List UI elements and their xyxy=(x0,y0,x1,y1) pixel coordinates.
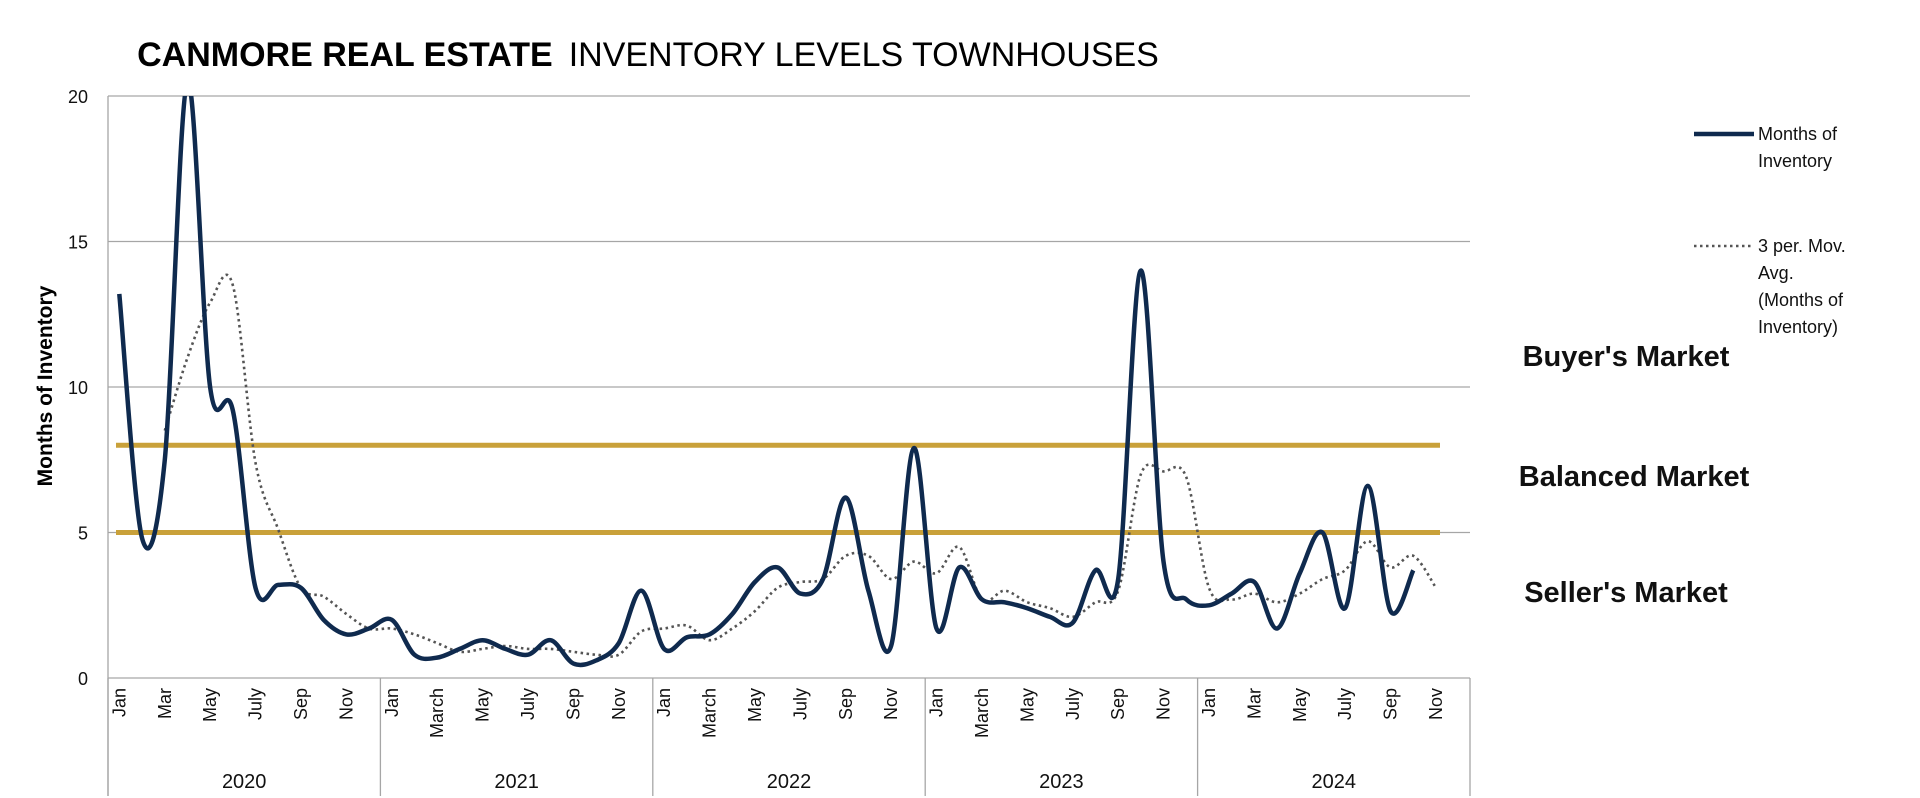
x-tick-label: July xyxy=(1063,688,1083,720)
legend-label: Inventory xyxy=(1758,151,1832,171)
x-tick-label: July xyxy=(518,688,538,720)
x-tick-label: Sep xyxy=(836,688,856,720)
y-tick-label: 15 xyxy=(68,233,88,253)
x-tick-label: May xyxy=(1017,688,1037,722)
x-tick-label: July xyxy=(790,688,810,720)
year-label: 2024 xyxy=(1312,771,1357,793)
y-tick-label: 0 xyxy=(78,669,88,689)
x-tick-label: March xyxy=(700,688,720,738)
x-tick-label: Sep xyxy=(1381,688,1401,720)
zone-label: Balanced Market xyxy=(1519,461,1750,493)
y-tick-label: 20 xyxy=(68,87,88,107)
x-tick-label: May xyxy=(1290,688,1310,722)
legend-label: (Months of xyxy=(1758,290,1844,310)
x-tick-label: March xyxy=(427,688,447,738)
x-tick-label: March xyxy=(972,688,992,738)
legend-label: Avg. xyxy=(1758,263,1794,283)
x-tick-label: Nov xyxy=(1426,688,1446,720)
x-tick-label: Nov xyxy=(1154,688,1174,720)
market-zones: Buyer's Market Balanced Market Seller's Ma… xyxy=(1519,341,1750,609)
x-axis: Jan Mar May July Sep Nov Jan March May July Sep Nov… xyxy=(107,96,1471,796)
x-tick-label: July xyxy=(246,688,266,720)
x-tick-label: Jan xyxy=(927,688,947,717)
x-tick-label: Sep xyxy=(563,688,583,720)
chart-title-rest: INVENTORY LEVELS TOWNHOUSES xyxy=(569,36,1159,74)
x-tick-label: Jan xyxy=(382,688,402,717)
x-tick-label: Jan xyxy=(109,688,129,717)
x-tick-label: Sep xyxy=(1108,688,1128,720)
x-tick-label: Nov xyxy=(881,688,901,720)
x-tick-label: July xyxy=(1335,688,1355,720)
series-moving-average-line xyxy=(163,273,1438,658)
year-label: 2022 xyxy=(767,771,812,793)
year-label: 2020 xyxy=(222,771,267,793)
chart-title-bold: CANMORE REAL ESTATE xyxy=(137,36,553,74)
x-tick-label: Mar xyxy=(155,688,175,719)
y-axis-label: Months of Inventory xyxy=(34,285,57,486)
legend-label: 3 per. Mov. xyxy=(1758,236,1846,256)
x-tick-label: May xyxy=(473,688,493,722)
legend-label: Inventory) xyxy=(1758,317,1838,337)
x-tick-label: Nov xyxy=(336,688,356,720)
legend-label: Months of xyxy=(1758,124,1838,144)
y-tick-label: 10 xyxy=(68,378,88,398)
x-tick-label: Jan xyxy=(1199,688,1219,717)
zone-label: Buyer's Market xyxy=(1523,341,1730,373)
chart-title: CANMORE REAL ESTATE INVENTORY LEVELS TOWN… xyxy=(137,36,1159,74)
year-label: 2023 xyxy=(1039,771,1084,793)
series-group xyxy=(117,96,1438,668)
legend: Months of Inventory 3 per. Mov. Avg. (Months… xyxy=(1694,124,1846,337)
x-tick-label: Sep xyxy=(291,688,311,720)
year-label: 2021 xyxy=(494,771,539,793)
grid-lines xyxy=(108,95,1470,534)
market-thresholds xyxy=(116,442,1440,535)
y-tick-label: 5 xyxy=(78,524,88,544)
x-tick-label: May xyxy=(200,688,220,722)
x-tick-label: Nov xyxy=(609,688,629,720)
x-tick-label: Mar xyxy=(1244,688,1264,719)
y-axis-ticks: 0 5 10 15 20 xyxy=(68,87,88,689)
zone-label: Seller's Market xyxy=(1524,577,1728,609)
x-tick-label: May xyxy=(745,688,765,722)
series-months-of-inventory-line xyxy=(117,96,1416,668)
x-tick-label: Jan xyxy=(654,688,674,717)
